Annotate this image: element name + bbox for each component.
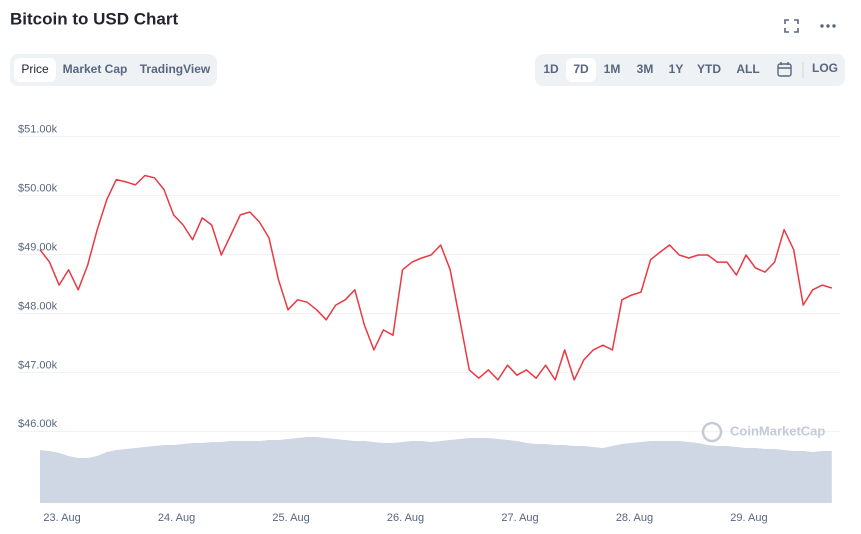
price-line — [39, 174, 833, 381]
range-button[interactable]: 1M — [604, 62, 621, 76]
range-active-bg — [566, 58, 596, 82]
range-button[interactable]: 1D — [543, 62, 559, 76]
y-tick-label: $51.00k — [18, 124, 58, 136]
tab[interactable]: Market Cap — [63, 62, 128, 76]
tab-group — [10, 54, 217, 86]
watermark-logo — [701, 421, 723, 443]
log-button[interactable]: LOG — [812, 61, 838, 75]
more-icon[interactable] — [820, 24, 836, 28]
range-button[interactable]: 7D — [573, 62, 589, 76]
y-tick-label: $49.00k — [18, 241, 58, 253]
x-tick-label: 28. Aug — [616, 512, 653, 524]
x-tick-label: 25. Aug — [272, 512, 309, 524]
y-tick-label: $50.00k — [18, 183, 58, 195]
x-tick-label: 26. Aug — [387, 512, 424, 524]
chart-title: Bitcoin to USD Chart — [10, 9, 178, 28]
y-tick-label: $47.00k — [18, 359, 58, 371]
calendar-icon[interactable] — [777, 62, 792, 77]
x-tick-label: 24. Aug — [158, 512, 195, 524]
volume-area — [40, 437, 832, 503]
range-button[interactable]: 3M — [637, 62, 654, 76]
range-button[interactable]: ALL — [736, 62, 759, 76]
tab[interactable]: Price — [21, 62, 49, 76]
expand-icon[interactable] — [784, 19, 799, 33]
tab-active-bg — [14, 58, 56, 82]
x-tick-label: 29. Aug — [730, 512, 767, 524]
x-tick-label: 27. Aug — [501, 512, 538, 524]
range-button[interactable]: 1Y — [669, 62, 684, 76]
range-group — [535, 54, 845, 86]
x-tick-label: 23. Aug — [43, 512, 80, 524]
y-tick-label: $48.00k — [18, 300, 58, 312]
tab[interactable]: TradingView — [140, 62, 211, 76]
y-tick-label: $46.00k — [18, 418, 58, 430]
watermark: CoinMarketCap — [730, 423, 825, 438]
range-button[interactable]: YTD — [697, 62, 721, 76]
